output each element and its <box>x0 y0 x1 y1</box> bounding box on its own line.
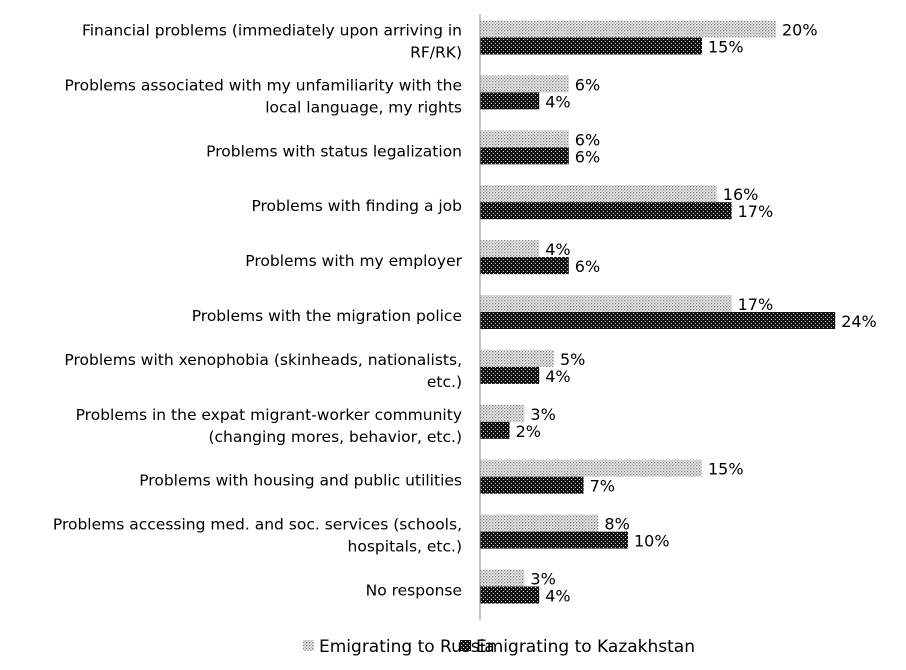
category-label: No response <box>366 581 462 599</box>
category-labels: Financial problems (immediately upon arr… <box>53 21 463 599</box>
bar-russia <box>480 459 702 477</box>
category-label: Problems with finding a job <box>251 197 462 215</box>
bar-russia <box>480 295 732 312</box>
data-label: 10% <box>634 532 670 551</box>
legend-label: Emigrating to Kazakhstan <box>476 637 695 657</box>
data-label: 2% <box>516 422 541 441</box>
bar-kazakhstan <box>480 37 702 55</box>
bar-russia <box>480 240 540 258</box>
data-label: 17% <box>738 202 774 221</box>
bar-kazakhstan <box>480 92 540 110</box>
data-label: 6% <box>575 130 600 149</box>
bar-russia <box>480 404 525 422</box>
data-label: 4% <box>545 367 570 386</box>
data-label: 3% <box>530 405 555 424</box>
category-label-line: Problems associated with my unfamiliarit… <box>65 76 462 94</box>
bar-kazakhstan <box>480 366 540 384</box>
bar-kazakhstan <box>480 257 569 275</box>
bar-russia <box>480 130 569 148</box>
data-label: 20% <box>782 21 818 40</box>
category-label-line: Problems with housing and public utiliti… <box>139 472 462 490</box>
category-label-line: RF/RK) <box>410 43 462 61</box>
data-label: 3% <box>530 570 555 589</box>
legend-swatch-kazakhstan <box>460 640 471 651</box>
category-label-line: local language, my rights <box>265 98 462 116</box>
category-label: Financial problems (immediately upon arr… <box>82 21 462 61</box>
bar-kazakhstan <box>480 147 569 165</box>
category-label-line: etc.) <box>427 373 462 391</box>
category-label-line: No response <box>366 581 462 599</box>
bar-russia <box>480 75 569 93</box>
category-label-line: Problems with the migration police <box>192 307 462 325</box>
data-label: 4% <box>545 92 570 111</box>
category-label-line: hospitals, etc.) <box>348 538 462 556</box>
category-label-line: Problems with finding a job <box>251 197 462 215</box>
category-label: Problems with the migration police <box>192 307 462 325</box>
data-label: 4% <box>545 240 570 259</box>
bar-russia <box>480 349 554 367</box>
category-label: Problems with housing and public utiliti… <box>139 472 462 490</box>
data-label: 24% <box>841 312 877 331</box>
bar-russia <box>480 185 717 203</box>
category-label-line: Problems with xenophobia (skinheads, nat… <box>64 351 462 369</box>
bar-kazakhstan <box>480 421 510 439</box>
bar-russia <box>480 20 776 38</box>
data-label: 16% <box>723 185 759 204</box>
data-label: 6% <box>575 257 600 276</box>
category-label: Problems with xenophobia (skinheads, nat… <box>64 351 462 391</box>
category-label-line: Problems in the expat migrant-worker com… <box>76 406 462 424</box>
bar-russia <box>480 569 525 587</box>
category-label-line: Problems with my employer <box>245 252 462 270</box>
data-label: 4% <box>545 587 570 606</box>
data-label: 15% <box>708 38 744 57</box>
legend-swatch-russia <box>303 640 314 651</box>
data-label: 17% <box>738 295 774 314</box>
category-label-line: (changing mores, behavior, etc.) <box>208 428 462 446</box>
data-label: 8% <box>604 515 629 534</box>
bar-kazakhstan <box>480 202 732 220</box>
bar-russia <box>480 514 599 532</box>
category-label: Problems associated with my unfamiliarit… <box>65 76 462 116</box>
data-label: 5% <box>560 350 585 369</box>
data-label: 6% <box>575 75 600 94</box>
bar-kazakhstan <box>480 312 836 329</box>
category-label: Problems with status legalization <box>206 142 462 160</box>
bars-group <box>480 20 836 604</box>
category-label-line: Financial problems (immediately upon arr… <box>82 21 462 39</box>
category-label: Problems accessing med. and soc. service… <box>53 516 462 556</box>
bar-kazakhstan <box>480 531 628 549</box>
category-label-line: Problems accessing med. and soc. service… <box>53 516 462 534</box>
legend-label: Emigrating to Russia <box>319 637 495 657</box>
data-label: 15% <box>708 460 744 479</box>
category-label: Problems with my employer <box>245 252 462 270</box>
bar-kazakhstan <box>480 586 540 604</box>
data-label: 7% <box>590 477 615 496</box>
category-label: Problems in the expat migrant-worker com… <box>76 406 462 446</box>
data-label: 6% <box>575 147 600 166</box>
value-labels: 20%15%6%4%6%6%16%17%4%6%17%24%5%4%3%2%15… <box>516 21 877 606</box>
bar-kazakhstan <box>480 476 584 494</box>
category-label-line: Problems with status legalization <box>206 142 462 160</box>
